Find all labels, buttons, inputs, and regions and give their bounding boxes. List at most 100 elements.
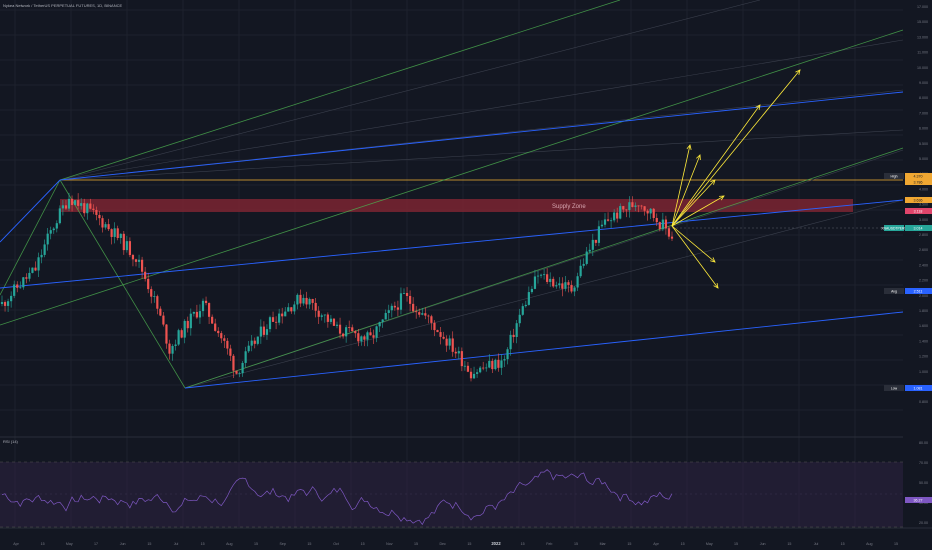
candle-body bbox=[485, 367, 488, 369]
candle-body bbox=[247, 345, 250, 352]
time-axis-label: 15 bbox=[894, 542, 898, 546]
candle-body bbox=[564, 282, 567, 289]
candle-body bbox=[399, 293, 403, 310]
candle-body bbox=[542, 274, 546, 276]
time-axis-label: Sep bbox=[279, 542, 285, 546]
candle-body bbox=[393, 305, 396, 308]
price-value-text: 3.014 bbox=[914, 226, 923, 230]
supply-zone-rect bbox=[60, 199, 853, 212]
candle-body bbox=[37, 257, 40, 271]
candle-body bbox=[329, 318, 333, 322]
candle-body bbox=[98, 214, 101, 219]
candle-body bbox=[153, 296, 156, 297]
scenario-arrow bbox=[671, 104, 761, 227]
price-axis-label: 2.000 bbox=[919, 294, 928, 298]
time-axis-label: 15 bbox=[307, 542, 311, 546]
price-tag-badge bbox=[884, 288, 904, 294]
price-axis-label: 0.800 bbox=[919, 400, 928, 404]
candle-body bbox=[332, 318, 336, 326]
candle-body bbox=[527, 292, 530, 305]
candle-body bbox=[64, 205, 68, 209]
candle-body bbox=[122, 233, 125, 251]
candle-body bbox=[482, 367, 485, 369]
candle-body bbox=[573, 287, 576, 292]
time-axis-label: 15 bbox=[201, 542, 205, 546]
candle-body bbox=[381, 319, 384, 323]
price-axis-label: 1.000 bbox=[919, 370, 928, 374]
candle-body bbox=[494, 359, 497, 370]
time-axis-label: Oct bbox=[333, 542, 339, 546]
candle-body bbox=[530, 288, 534, 293]
candle-body bbox=[567, 282, 570, 285]
candle-body bbox=[226, 340, 229, 349]
time-axis-label: 15 bbox=[467, 542, 471, 546]
candle-body bbox=[107, 224, 110, 230]
price-value-text: 4.370 bbox=[914, 174, 923, 178]
candle-body bbox=[549, 278, 552, 282]
price-tag-text: High bbox=[891, 174, 898, 178]
candle-body bbox=[378, 322, 381, 327]
fork-green-line bbox=[184, 147, 904, 389]
candle-body bbox=[451, 338, 454, 352]
price-value-badge bbox=[905, 288, 932, 294]
price-axis-label: 6.000 bbox=[919, 127, 928, 131]
candle-body bbox=[128, 241, 132, 255]
candle-body bbox=[189, 313, 192, 329]
rsi-axis-label: 70.00 bbox=[919, 461, 928, 465]
candle-body bbox=[348, 327, 351, 328]
fork-green-line bbox=[0, 179, 61, 296]
candle-body bbox=[156, 296, 159, 309]
candle-body bbox=[360, 336, 363, 342]
price-value-badge bbox=[905, 385, 932, 391]
candle-body bbox=[168, 343, 171, 354]
fork-blue-line bbox=[0, 179, 61, 243]
candle-body bbox=[49, 230, 52, 234]
time-axis-label: 15 bbox=[361, 542, 365, 546]
price-axis-label: 8.000 bbox=[919, 96, 928, 100]
candle-body bbox=[643, 206, 646, 211]
price-axis-label: 9.000 bbox=[919, 81, 928, 85]
chart-title: Nykea Network / TetherUS PERPETUAL FUTUR… bbox=[3, 3, 123, 8]
price-value-badge bbox=[905, 225, 932, 231]
time-axis-label: Jun bbox=[120, 542, 126, 546]
candle-body bbox=[536, 275, 540, 277]
candle-body bbox=[171, 345, 174, 354]
candle-body bbox=[55, 223, 58, 229]
candle-body bbox=[250, 340, 253, 346]
candle-body bbox=[195, 311, 199, 318]
candle-body bbox=[652, 208, 655, 218]
price-tag-text: XNAUSDTPERP bbox=[881, 226, 907, 230]
candle-body bbox=[622, 206, 625, 210]
candle-body bbox=[150, 289, 153, 297]
candle-body bbox=[262, 326, 266, 335]
fork-median-line bbox=[59, 0, 761, 181]
candle-body bbox=[521, 306, 524, 315]
candle-body bbox=[256, 336, 259, 344]
candle-body bbox=[229, 348, 232, 356]
price-axis-label: 1.200 bbox=[919, 355, 928, 359]
candle-body bbox=[73, 200, 77, 205]
candle-body bbox=[207, 303, 211, 317]
candle-body bbox=[497, 359, 500, 368]
candle-body bbox=[43, 244, 46, 255]
candle-body bbox=[460, 351, 463, 367]
fork-median-line bbox=[184, 199, 904, 389]
time-axis-label: 15 bbox=[41, 542, 45, 546]
candle-body bbox=[116, 228, 119, 238]
candle-body bbox=[174, 344, 177, 346]
candle-body bbox=[491, 360, 494, 370]
rsi-pane-title: RSI (14) bbox=[3, 439, 18, 444]
candle-body bbox=[265, 329, 269, 335]
scenario-arrow bbox=[671, 225, 716, 263]
candle-body bbox=[290, 307, 293, 312]
candle-body bbox=[89, 203, 92, 209]
price-axis-label: 1.600 bbox=[919, 324, 928, 328]
candle-body bbox=[363, 336, 366, 340]
price-tag-badge bbox=[884, 385, 904, 391]
candle-body bbox=[211, 316, 214, 324]
candle-body bbox=[220, 333, 223, 339]
candle-body bbox=[582, 263, 585, 266]
candle-body bbox=[628, 202, 631, 211]
time-axis-label: 15 bbox=[734, 542, 738, 546]
